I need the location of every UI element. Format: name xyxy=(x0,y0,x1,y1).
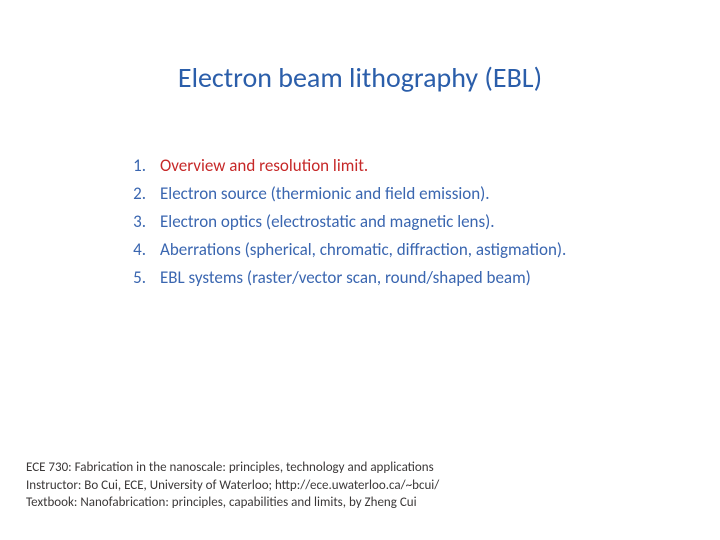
list-text: Overview and resolution limit. xyxy=(160,152,368,180)
list-number: 3. xyxy=(120,208,146,236)
footer-line-textbook: Textbook: Nanofabrication: principles, c… xyxy=(26,494,439,512)
list-text: EBL systems (raster/vector scan, round/s… xyxy=(160,264,531,292)
list-number: 1. xyxy=(120,152,146,180)
list-number: 4. xyxy=(120,236,146,264)
list-item: 4. Aberrations (spherical, chromatic, di… xyxy=(120,236,620,264)
list-text: Electron optics (electrostatic and magne… xyxy=(160,208,495,236)
list-item: 2. Electron source (thermionic and field… xyxy=(120,180,620,208)
list-item: 3. Electron optics (electrostatic and ma… xyxy=(120,208,620,236)
outline-list: 1. Overview and resolution limit. 2. Ele… xyxy=(120,152,620,292)
list-text: Aberrations (spherical, chromatic, diffr… xyxy=(160,236,566,264)
list-text: Electron source (thermionic and field em… xyxy=(160,180,490,208)
footer: ECE 730: Fabrication in the nanoscale: p… xyxy=(26,459,439,512)
list-number: 2. xyxy=(120,180,146,208)
list-item: 5. EBL systems (raster/vector scan, roun… xyxy=(120,264,620,292)
footer-line-instructor: Instructor: Bo Cui, ECE, University of W… xyxy=(26,477,439,495)
list-number: 5. xyxy=(120,264,146,292)
footer-line-course: ECE 730: Fabrication in the nanoscale: p… xyxy=(26,459,439,477)
list-item: 1. Overview and resolution limit. xyxy=(120,152,620,180)
slide-title: Electron beam lithography (EBL) xyxy=(0,60,720,95)
